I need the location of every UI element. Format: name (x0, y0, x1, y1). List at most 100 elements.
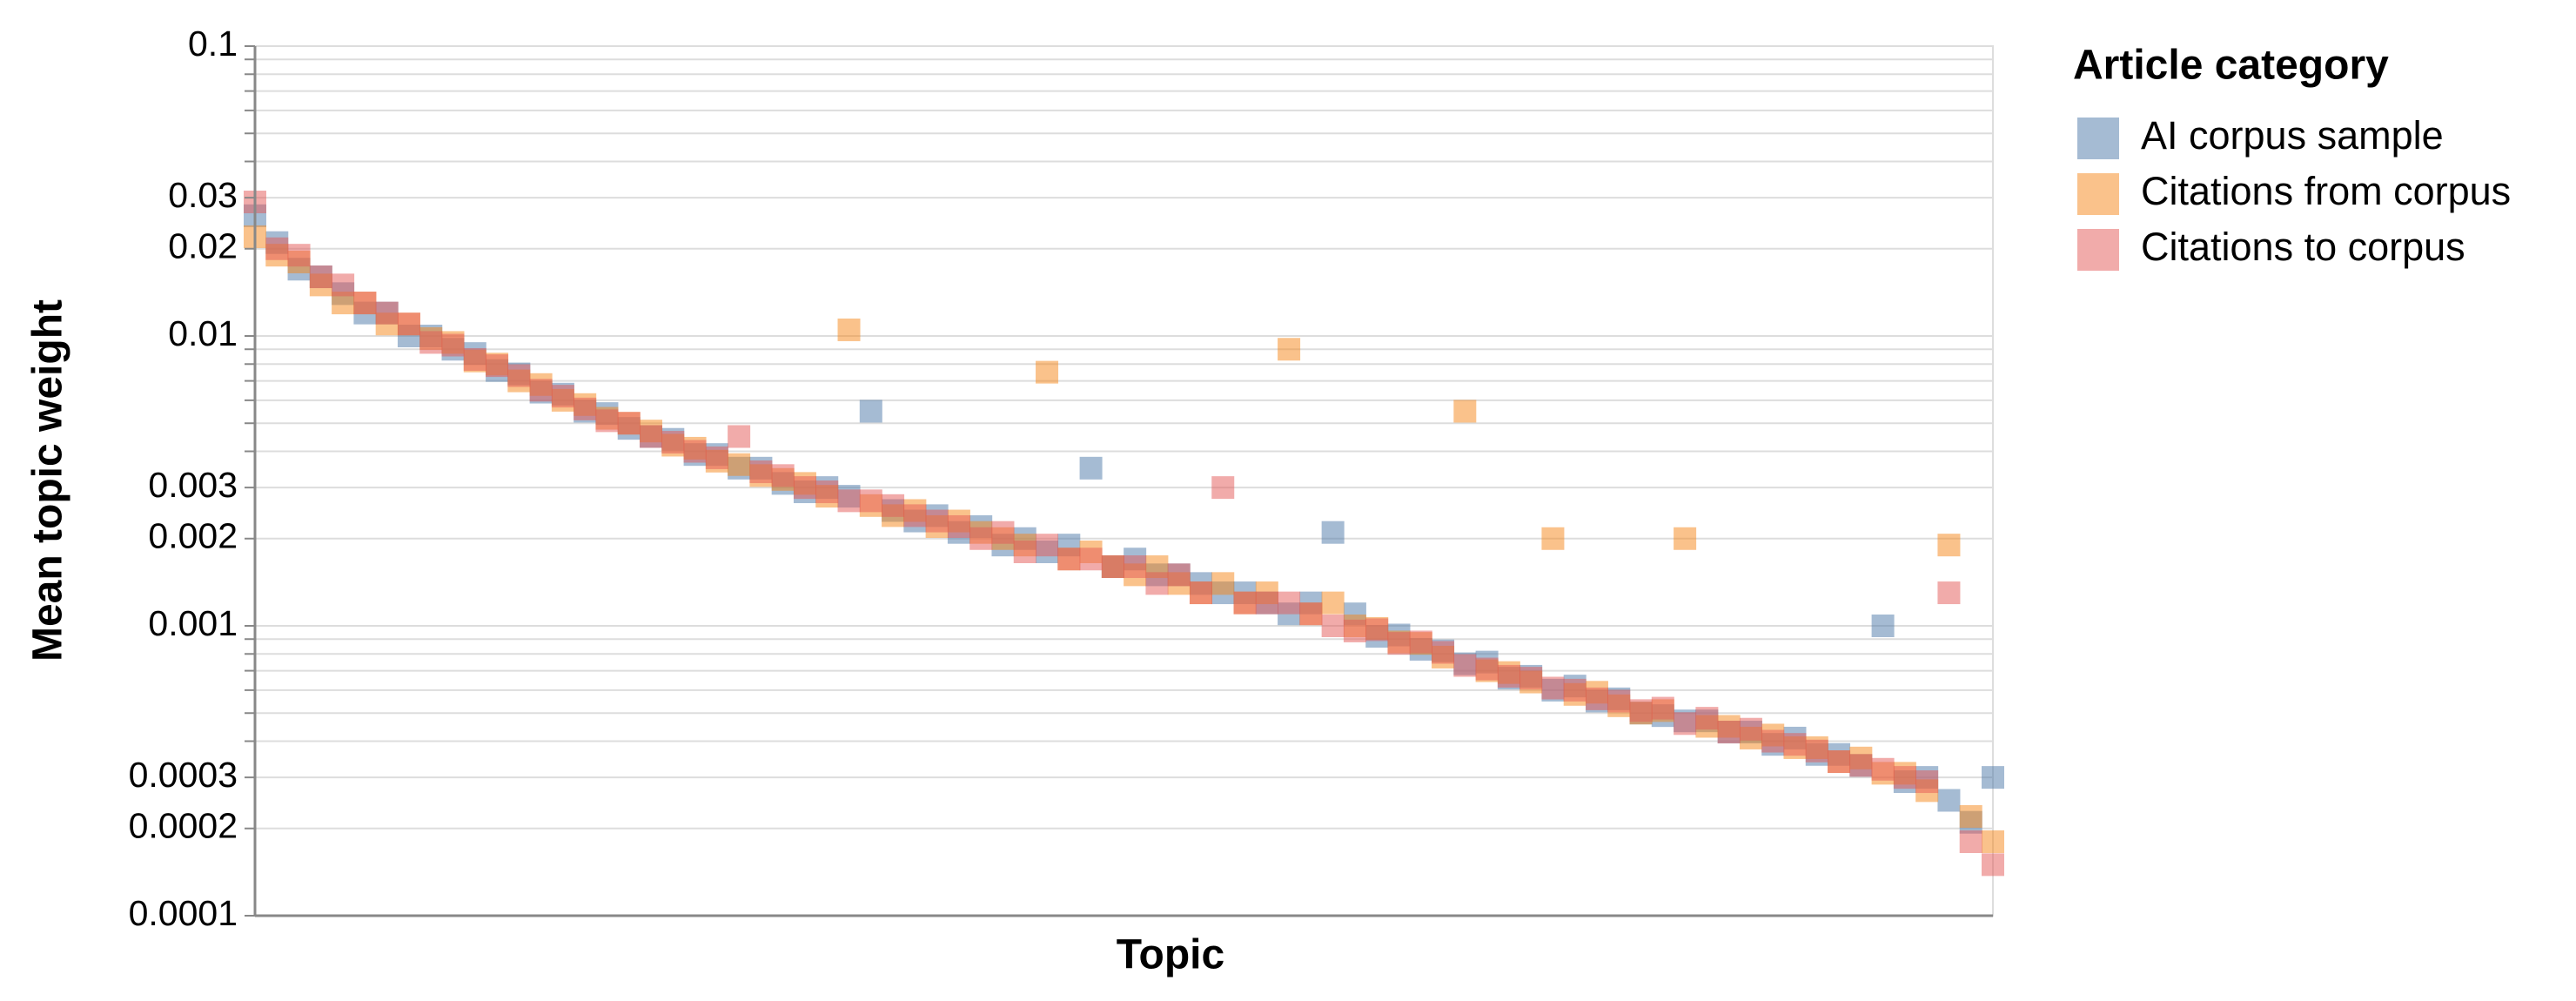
point (1805, 739, 1828, 763)
point (1959, 830, 1982, 853)
plot-frame (254, 45, 1994, 917)
point (1717, 721, 1741, 744)
y-tick-label: 0.0001 (129, 893, 238, 933)
point (595, 409, 619, 433)
point (375, 301, 399, 325)
point (1695, 707, 1719, 730)
point (1321, 521, 1345, 544)
point (1541, 676, 1565, 700)
point (1145, 572, 1169, 595)
point (287, 244, 311, 267)
point (1211, 572, 1235, 595)
point (529, 379, 553, 402)
y-tick-label: 0.001 (148, 603, 238, 643)
legend-title: Article category (2073, 43, 2389, 89)
point (1409, 630, 1432, 654)
legend-label: Citations from corpus (2141, 169, 2511, 213)
point (1937, 789, 1961, 812)
point (1432, 641, 1455, 664)
point (1475, 657, 1499, 681)
point (859, 489, 882, 513)
point (574, 397, 597, 420)
point (1982, 853, 2004, 877)
point (1189, 581, 1212, 605)
point (837, 318, 861, 341)
point (1871, 615, 1895, 637)
point (1079, 548, 1103, 571)
y-tick-label: 0.0003 (129, 755, 238, 795)
y-tick-label: 0.01 (168, 313, 238, 353)
point (1497, 664, 1520, 688)
point (617, 412, 641, 435)
point (419, 331, 443, 354)
point (1233, 591, 1257, 615)
point (1278, 338, 1301, 361)
point (1937, 581, 1961, 605)
point (1651, 696, 1674, 720)
point (728, 453, 751, 476)
points (244, 191, 2004, 877)
point (1674, 712, 1697, 736)
point (309, 265, 332, 289)
point (1739, 717, 1762, 741)
point (1871, 757, 1895, 781)
point (1101, 555, 1124, 579)
point (1387, 632, 1411, 655)
y-axis-title: Mean topic weight (25, 299, 71, 662)
legend-swatch (2077, 173, 2119, 215)
point (947, 514, 970, 538)
point (1982, 830, 2004, 853)
point (463, 347, 486, 371)
point (1783, 733, 1807, 756)
y-tick-label: 0.02 (168, 226, 238, 266)
point (1629, 699, 1653, 722)
point (1959, 804, 1982, 828)
point (683, 440, 707, 463)
point (1893, 766, 1916, 789)
point (1321, 615, 1345, 637)
point (486, 354, 509, 378)
point (1036, 360, 1059, 384)
point (1519, 667, 1543, 690)
point (1036, 534, 1059, 557)
y-axis-ticks: 0.0001 0.0002 0.0003 0.001 0.002 0.003 0.01 0.0… (129, 24, 255, 933)
point (705, 446, 728, 469)
legend-swatch (2077, 118, 2119, 159)
point (903, 504, 927, 527)
point (815, 480, 839, 504)
point (1013, 540, 1036, 563)
point (265, 237, 289, 260)
point (1541, 527, 1565, 550)
point (640, 425, 663, 448)
point (1343, 619, 1366, 642)
point (859, 400, 882, 423)
legend-label: Citations to corpus (2141, 225, 2465, 269)
point (1915, 770, 1939, 794)
point (925, 509, 949, 533)
point (1453, 654, 1477, 677)
legend-label: AI corpus sample (2141, 113, 2444, 158)
point (661, 431, 685, 454)
legend: Article category AI corpus sample Citatio… (2073, 43, 2511, 271)
point (397, 312, 420, 336)
point (1674, 527, 1697, 550)
point (1982, 766, 2004, 789)
point (1167, 563, 1191, 587)
grid (255, 45, 1993, 917)
point (1365, 618, 1389, 642)
point (882, 494, 905, 517)
point (1255, 591, 1278, 615)
point (1563, 678, 1587, 702)
point (1937, 534, 1961, 557)
y-tick-label: 0.002 (148, 516, 238, 556)
point (1057, 548, 1081, 571)
point (1211, 476, 1235, 500)
point (1849, 754, 1873, 777)
point (728, 425, 751, 448)
point (1453, 400, 1477, 423)
point (441, 333, 465, 357)
point (991, 521, 1015, 544)
point (1828, 750, 1851, 774)
point (1761, 729, 1785, 753)
